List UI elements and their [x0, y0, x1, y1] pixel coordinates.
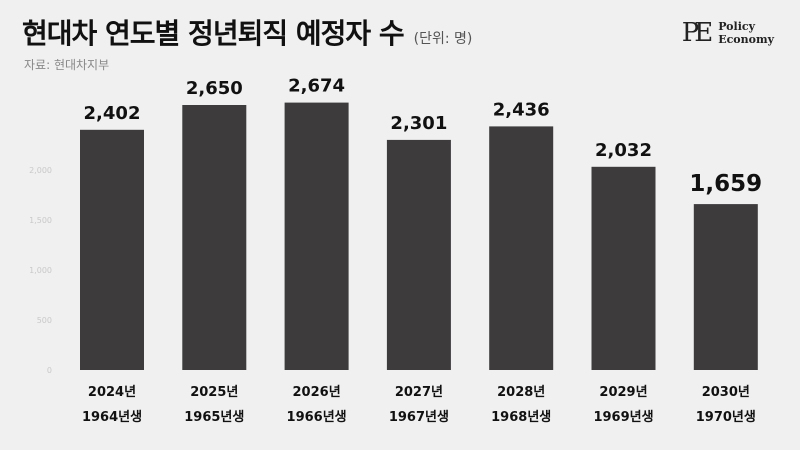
x-tick-label-birth-year: 1970년생	[696, 410, 756, 425]
x-tick-label-birth-year: 1965년생	[184, 410, 244, 425]
data-label: 2,301	[390, 113, 447, 134]
publisher-logo: PE Policy Economy	[682, 20, 774, 46]
logo-mark: PE	[681, 18, 714, 48]
bar	[80, 129, 144, 370]
y-tick-label: 2,000	[29, 166, 52, 175]
x-tick-label-birth-year: 1966년생	[287, 410, 347, 425]
x-tick-label-year: 2029년	[599, 385, 647, 400]
y-tick-label: 0	[47, 366, 52, 375]
x-tick-label-birth-year: 1964년생	[82, 410, 142, 425]
data-label: 2,674	[288, 76, 345, 97]
x-tick-label-year: 2026년	[293, 385, 341, 400]
data-label: 2,650	[186, 78, 243, 99]
logo-line-2: Economy	[718, 33, 774, 46]
logo-line-1: Policy	[718, 20, 755, 33]
data-label: 2,402	[84, 103, 141, 124]
title-row: 현대차 연도별 정년퇴직 예정자 수 (단위: 명)	[22, 12, 622, 52]
y-tick-label: 1,500	[29, 216, 52, 225]
bar	[182, 105, 247, 370]
unit-label: (단위: 명)	[413, 31, 473, 47]
bar	[591, 166, 656, 370]
source-label: 자료: 현대차지부	[24, 58, 110, 72]
x-tick-label-year: 2025년	[190, 385, 238, 400]
y-tick-label: 1,000	[29, 266, 52, 275]
bar	[489, 126, 554, 371]
x-tick-label-birth-year: 1969년생	[593, 410, 653, 425]
bar	[386, 139, 451, 370]
data-label: 2,032	[595, 140, 652, 161]
x-tick-label-birth-year: 1968년생	[491, 410, 551, 425]
x-tick-label-year: 2030년	[702, 385, 750, 400]
chart-title: 현대차 연도별 정년퇴직 예정자 수	[22, 17, 405, 50]
data-label: 2,436	[493, 99, 550, 120]
data-label: 1,659	[689, 171, 762, 197]
x-tick-label-year: 2027년	[395, 385, 443, 400]
y-tick-label: 500	[37, 316, 52, 325]
logo-text: Policy Economy	[718, 20, 774, 46]
bar	[284, 102, 349, 370]
bar	[693, 204, 758, 370]
x-tick-label-year: 2024년	[88, 385, 136, 400]
chart-header: 현대차 연도별 정년퇴직 예정자 수 (단위: 명) 자료: 현대차지부	[22, 12, 622, 73]
x-tick-label-year: 2028년	[497, 385, 545, 400]
x-tick-label-birth-year: 1967년생	[389, 410, 449, 425]
